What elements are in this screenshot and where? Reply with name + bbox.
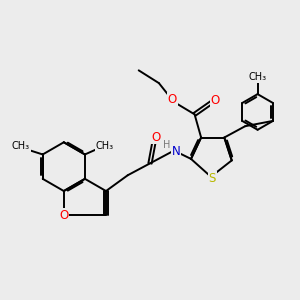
- Text: O: O: [151, 131, 160, 144]
- Text: N: N: [172, 145, 180, 158]
- Text: H: H: [163, 140, 171, 150]
- Text: O: O: [210, 94, 219, 107]
- Text: CH₃: CH₃: [12, 141, 30, 151]
- Text: O: O: [59, 209, 68, 222]
- Text: CH₃: CH₃: [248, 73, 267, 82]
- Text: O: O: [168, 93, 177, 106]
- Text: S: S: [209, 172, 216, 185]
- Text: CH₃: CH₃: [96, 140, 114, 151]
